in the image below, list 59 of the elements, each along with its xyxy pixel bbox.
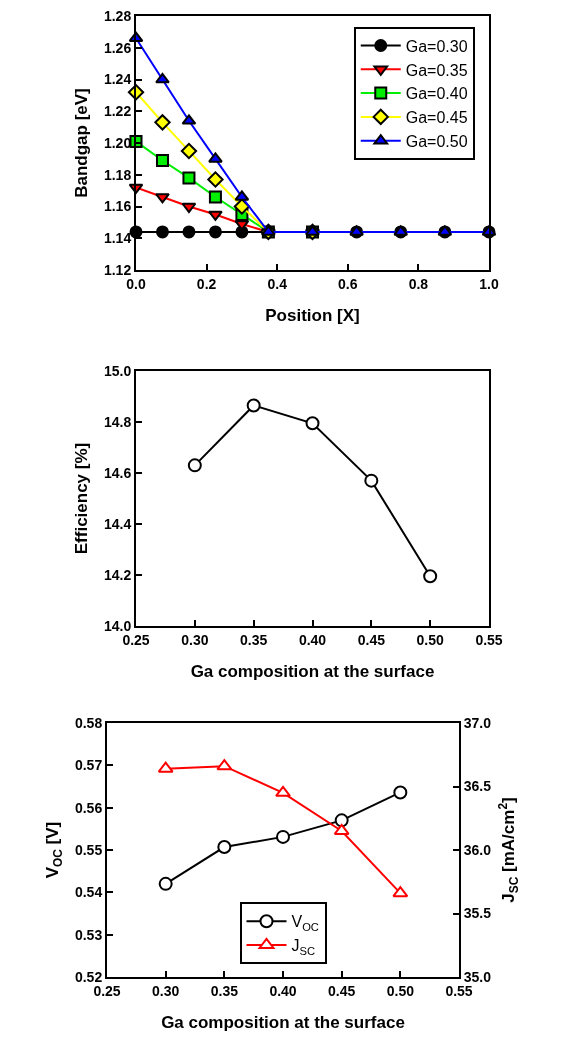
- y-tick-label: 0.58: [74, 714, 103, 731]
- x-tick-label: 0.8: [408, 275, 429, 292]
- y-tick-label: 1.20: [103, 134, 132, 151]
- y-tick-label: 1.26: [103, 39, 132, 56]
- x-tick-label: 0.45: [357, 631, 386, 648]
- x-tick-label: 0.25: [93, 982, 121, 999]
- legend-label: Ga=0.45: [405, 109, 468, 127]
- x-tick-label: 0.35: [240, 631, 268, 648]
- y-tick-label: 14.2: [103, 566, 132, 583]
- y-tick-label: 1.22: [103, 103, 132, 120]
- y-axis-title: Bandgap [eV]: [72, 88, 91, 198]
- x-tick-label: 0.55: [445, 982, 473, 999]
- y2-tick-label: 35.0: [463, 968, 492, 985]
- legend-label: V$_{OC}$: [291, 913, 319, 933]
- x-tick-label: 0.25: [122, 631, 150, 648]
- y-tick-label: 0.57: [74, 757, 103, 774]
- y2-tick-label: 37.0: [463, 714, 492, 731]
- x-tick-label: 0.50: [386, 982, 415, 999]
- x-tick-label: 0.40: [298, 631, 327, 648]
- y-tick-label: 0.55: [74, 841, 103, 858]
- x-tick-label: 0.55: [475, 631, 503, 648]
- legend-label: J$_{SC}$: [291, 937, 316, 957]
- y-tick-label: 0.53: [74, 926, 103, 943]
- x-tick-label: 0.30: [152, 982, 180, 999]
- y-tick-label: 0.52: [74, 968, 103, 985]
- legend-label: Ga=0.35: [405, 61, 468, 79]
- y-tick-label: 1.24: [103, 71, 132, 88]
- x-tick-label: 1.0: [479, 275, 499, 292]
- x-tick-label: 0.2: [196, 275, 217, 292]
- y-tick-label: 14.8: [103, 413, 132, 430]
- x-tick-label: 0.0: [126, 275, 146, 292]
- y-tick-label: 1.16: [103, 198, 132, 215]
- x-axis-title: Ga composition at the surface: [161, 1012, 405, 1032]
- legend-label: Ga=0.40: [405, 85, 468, 103]
- legend-label: Ga=0.30: [405, 37, 468, 55]
- y-axis-title: Efficiency [%]: [72, 442, 91, 555]
- x-tick-label: 0.30: [181, 631, 209, 648]
- y-tick-label: 14.4: [103, 515, 132, 532]
- x-axis-title: Position [X]: [265, 305, 360, 325]
- y2-tick-label: 36.0: [463, 841, 492, 858]
- y-tick-label: 0.54: [74, 884, 103, 901]
- x-tick-label: 0.35: [210, 982, 239, 999]
- x-tick-label: 0.4: [267, 275, 288, 292]
- x-tick-label: 0.40: [269, 982, 297, 999]
- y-tick-label: 1.18: [103, 166, 132, 183]
- x-tick-label: 0.50: [416, 631, 445, 648]
- x-tick-label: 0.6: [338, 275, 358, 292]
- x-tick-label: 0.45: [328, 982, 356, 999]
- x-axis-title: Ga composition at the surface: [190, 661, 435, 681]
- y-tick-label: 1.12: [103, 261, 132, 278]
- y2-tick-label: 35.5: [463, 905, 492, 922]
- y-tick-label: 14.0: [103, 617, 132, 634]
- y-tick-label: 15.0: [103, 362, 132, 379]
- y-tick-label: 14.6: [103, 464, 132, 481]
- y-tick-label: 1.14: [103, 230, 132, 247]
- y2-tick-label: 36.5: [463, 778, 492, 795]
- legend-label: Ga=0.50: [405, 132, 468, 150]
- y-tick-label: 1.28: [103, 7, 132, 24]
- y-tick-label: 0.56: [74, 799, 103, 816]
